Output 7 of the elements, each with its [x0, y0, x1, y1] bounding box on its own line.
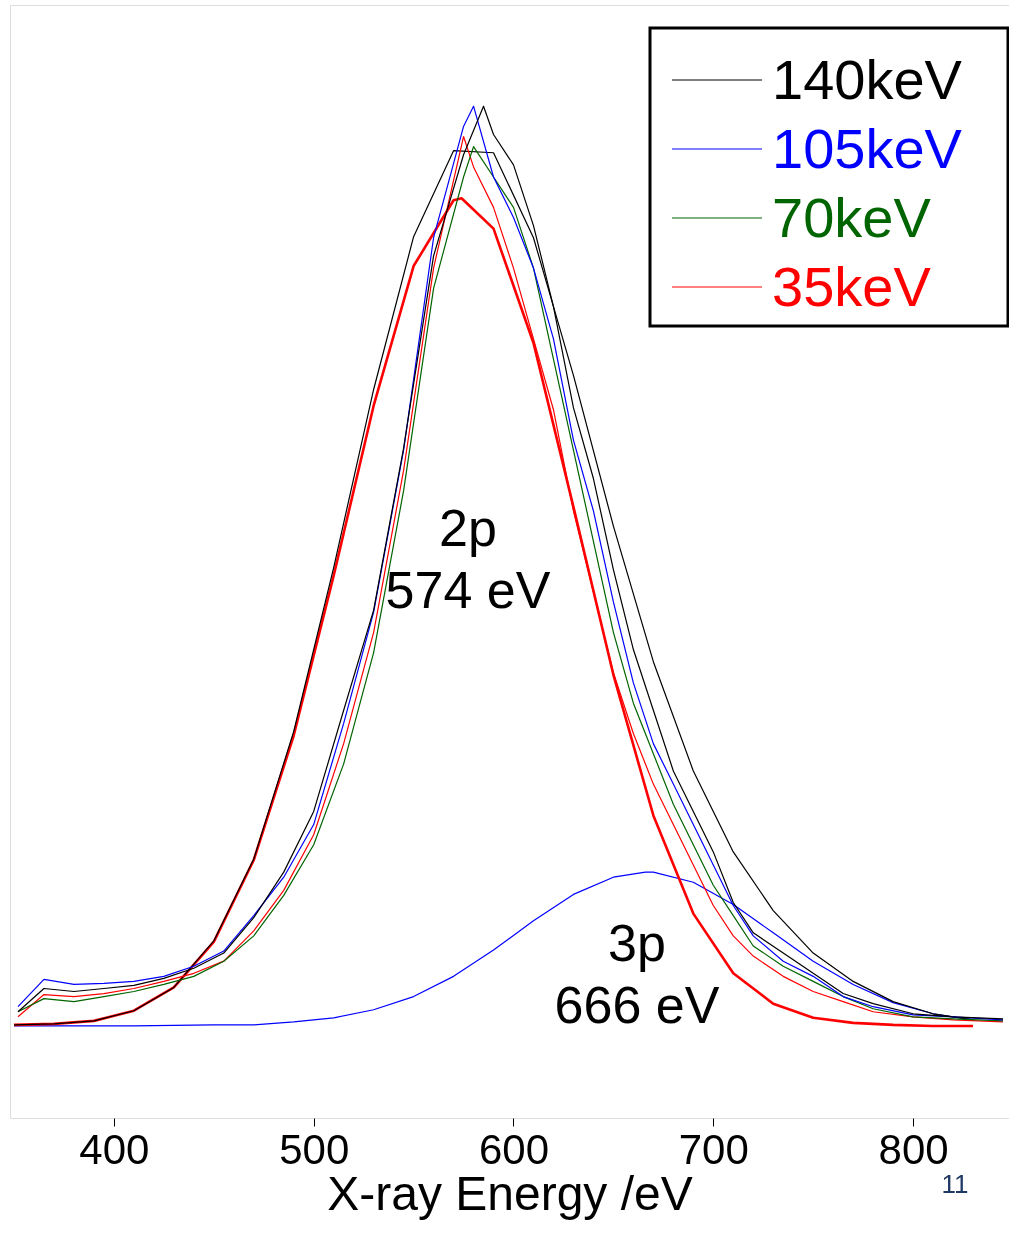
legend-label: 70keV: [772, 186, 932, 249]
legend-label: 35keV: [772, 255, 932, 318]
x-tick-label: 400: [79, 1125, 150, 1173]
legend-label: 105keV: [772, 117, 963, 180]
annotation: 2p 574 eV: [385, 499, 551, 619]
annotation: 3p 666 eV: [554, 914, 720, 1034]
legend-label: 140keV: [772, 48, 963, 111]
